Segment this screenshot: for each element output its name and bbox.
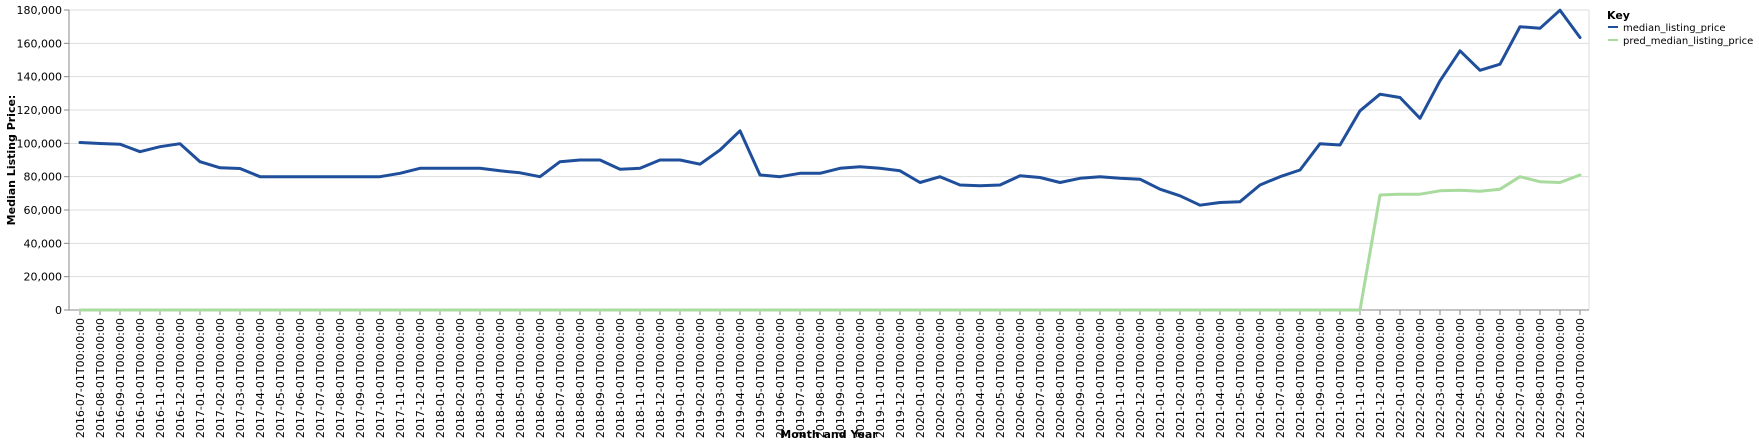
- x-tick-label: 2018-09-01T00:00:00: [594, 318, 607, 438]
- x-tick-label: 2021-03-01T00:00:00: [1194, 318, 1207, 438]
- x-tick-label: 2019-05-01T00:00:00: [754, 318, 767, 438]
- x-tick-label: 2021-01-01T00:00:00: [1154, 318, 1167, 438]
- y-axis-title: Median Listing Price:: [5, 95, 18, 226]
- x-tick-label: 2020-04-01T00:00:00: [974, 318, 987, 438]
- x-tick-label: 2017-08-01T00:00:00: [334, 318, 347, 438]
- x-tick-label: 2019-03-01T00:00:00: [714, 318, 727, 438]
- x-tick-label: 2019-09-01T00:00:00: [834, 318, 847, 438]
- y-axis: 0 20,000 40,000 60,000 80,000 100,000 120,000 1…: [17, 4, 70, 317]
- x-tick-label: 2019-02-01T00:00:00: [694, 318, 707, 438]
- x-tick-label: 2022-01-01T00:00:00: [1394, 318, 1407, 438]
- x-axis-title: Month and Year: [780, 428, 878, 441]
- x-tick-label: 2021-08-01T00:00:00: [1294, 318, 1307, 438]
- x-tick-label: 2016-07-01T00:00:00: [74, 318, 87, 438]
- series-lines: [78, 8, 1582, 312]
- x-tick-label: 2020-08-01T00:00:00: [1054, 318, 1067, 438]
- x-tick-label: 2018-11-01T00:00:00: [634, 318, 647, 438]
- x-tick-label: 2020-09-01T00:00:00: [1074, 318, 1087, 438]
- x-tick-label: 2020-01-01T00:00:00: [914, 318, 927, 438]
- x-tick-label: 2020-07-01T00:00:00: [1034, 318, 1047, 438]
- x-tick-label: 2021-10-01T00:00:00: [1334, 318, 1347, 438]
- x-tick-label: 2018-12-01T00:00:00: [654, 318, 667, 438]
- y-tick-label: 40,000: [24, 237, 63, 250]
- x-tick-label: 2017-03-01T00:00:00: [234, 318, 247, 438]
- y-tick-label: 0: [55, 304, 62, 317]
- y-tick-label: 160,000: [17, 37, 63, 50]
- x-tick-label: 2016-09-01T00:00:00: [114, 318, 127, 438]
- series-line-median_listing_price: [78, 8, 1582, 207]
- x-tick-label: 2016-12-01T00:00:00: [174, 318, 187, 438]
- x-tick-label: 2017-01-01T00:00:00: [194, 318, 207, 438]
- x-tick-label: 2022-05-01T00:00:00: [1474, 318, 1487, 438]
- x-tick-label: 2016-10-01T00:00:00: [134, 318, 147, 438]
- x-tick-label: 2019-11-01T00:00:00: [874, 318, 887, 438]
- gridlines: [69, 9, 1590, 311]
- x-tick-label: 2017-04-01T00:00:00: [254, 318, 267, 438]
- x-tick-label: 2018-10-01T00:00:00: [614, 318, 627, 438]
- x-tick-label: 2022-10-01T00:00:00: [1574, 318, 1587, 438]
- x-tick-label: 2020-05-01T00:00:00: [994, 318, 1007, 438]
- x-tick-label: 2022-04-01T00:00:00: [1454, 318, 1467, 438]
- x-tick-label: 2018-07-01T00:00:00: [554, 318, 567, 438]
- x-tick-label: 2021-06-01T00:00:00: [1254, 318, 1267, 438]
- x-tick-label: 2017-06-01T00:00:00: [294, 318, 307, 438]
- x-tick-label: 2022-09-01T00:00:00: [1554, 318, 1567, 438]
- y-tick-label: 100,000: [17, 137, 63, 150]
- x-tick-label: 2018-01-01T00:00:00: [434, 318, 447, 438]
- x-tick-label: 2017-11-01T00:00:00: [394, 318, 407, 438]
- x-tick-label: 2017-12-01T00:00:00: [414, 318, 427, 438]
- x-tick-label: 2021-07-01T00:00:00: [1274, 318, 1287, 438]
- y-tick-label: 60,000: [24, 204, 63, 217]
- legend-title: Key: [1607, 9, 1630, 22]
- x-tick-label: 2022-02-01T00:00:00: [1414, 318, 1427, 438]
- x-tick-label: 2017-10-01T00:00:00: [374, 318, 387, 438]
- x-tick-label: 2022-07-01T00:00:00: [1514, 318, 1527, 438]
- x-tick-label: 2021-05-01T00:00:00: [1234, 318, 1247, 438]
- x-tick-label: 2018-05-01T00:00:00: [514, 318, 527, 438]
- legend-label: pred_median_listing_price: [1623, 36, 1753, 47]
- y-tick-label: 180,000: [17, 4, 63, 17]
- x-tick-label: 2020-02-01T00:00:00: [934, 318, 947, 438]
- x-tick-label: 2017-07-01T00:00:00: [314, 318, 327, 438]
- x-tick-label: 2020-12-01T00:00:00: [1134, 318, 1147, 438]
- x-tick-label: 2021-11-01T00:00:00: [1354, 318, 1367, 438]
- x-tick-label: 2019-01-01T00:00:00: [674, 318, 687, 438]
- x-tick-label: 2019-06-01T00:00:00: [774, 318, 787, 438]
- y-tick-label: 20,000: [24, 271, 63, 284]
- x-tick-label: 2019-10-01T00:00:00: [854, 318, 867, 438]
- x-tick-label: 2021-09-01T00:00:00: [1314, 318, 1327, 438]
- x-tick-label: 2018-03-01T00:00:00: [474, 318, 487, 438]
- y-tick-label: 140,000: [17, 71, 63, 84]
- x-tick-label: 2020-03-01T00:00:00: [954, 318, 967, 438]
- x-tick-label: 2020-10-01T00:00:00: [1094, 318, 1107, 438]
- x-axis: 2016-07-01T00:00:00 2016-08-01T00:00:00 20…: [69, 309, 1589, 438]
- x-tick-label: 2022-06-01T00:00:00: [1494, 318, 1507, 438]
- x-tick-label: 2018-08-01T00:00:00: [574, 318, 587, 438]
- x-tick-label: 2021-12-01T00:00:00: [1374, 318, 1387, 438]
- x-tick-label: 2016-08-01T00:00:00: [94, 318, 107, 438]
- x-tick-label: 2021-02-01T00:00:00: [1174, 318, 1187, 438]
- y-tick-label: 120,000: [17, 104, 63, 117]
- x-tick-label: 2020-11-01T00:00:00: [1114, 318, 1127, 438]
- x-tick-label: 2021-04-01T00:00:00: [1214, 318, 1227, 438]
- x-tick-label: 2016-11-01T00:00:00: [154, 318, 167, 438]
- x-tick-label: 2019-07-01T00:00:00: [794, 318, 807, 438]
- x-tick-label: 2018-06-01T00:00:00: [534, 318, 547, 438]
- x-tick-label: 2017-09-01T00:00:00: [354, 318, 367, 438]
- x-tick-label: 2022-03-01T00:00:00: [1434, 318, 1447, 438]
- x-tick-label: 2019-04-01T00:00:00: [734, 318, 747, 438]
- x-tick-label: 2018-02-01T00:00:00: [454, 318, 467, 438]
- y-tick-label: 80,000: [24, 171, 63, 184]
- legend-label: median_listing_price: [1623, 23, 1726, 34]
- x-tick-label: 2019-08-01T00:00:00: [814, 318, 827, 438]
- legend: Key median_listing_price pred_median_list…: [1607, 9, 1753, 47]
- x-tick-label: 2019-12-01T00:00:00: [894, 318, 907, 438]
- x-tick-label: 2022-08-01T00:00:00: [1534, 318, 1547, 438]
- x-tick-label: 2018-04-01T00:00:00: [494, 318, 507, 438]
- x-tick-label: 2017-05-01T00:00:00: [274, 318, 287, 438]
- x-tick-label: 2017-02-01T00:00:00: [214, 318, 227, 438]
- series-line-pred_median_listing_price: [78, 173, 1582, 312]
- x-tick-label: 2020-06-01T00:00:00: [1014, 318, 1027, 438]
